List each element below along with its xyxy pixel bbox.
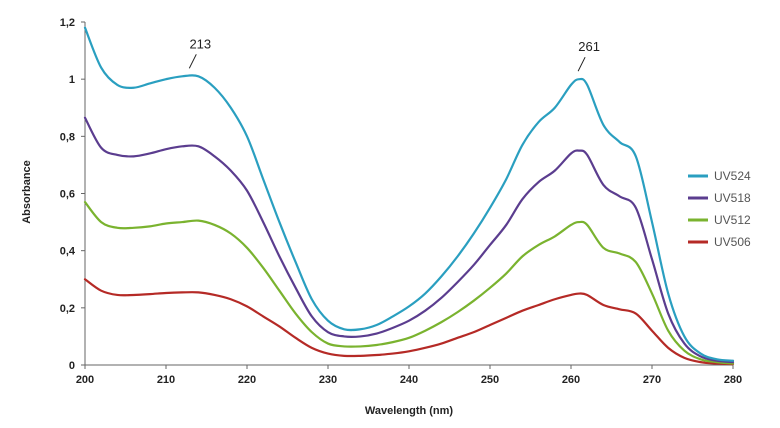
x-tick-label: 250 bbox=[481, 374, 499, 386]
x-tick-label: 200 bbox=[76, 374, 94, 386]
legend: UV524 UV518 UV512 UV506 bbox=[688, 169, 751, 249]
x-axis-title: Wavelength (nm) bbox=[365, 405, 454, 417]
peak-annotation-label: 261 bbox=[578, 39, 600, 54]
series-line-uv524 bbox=[83, 26, 735, 362]
x-tick-label: 220 bbox=[238, 374, 256, 386]
peak-annotations: 213 261 bbox=[188, 36, 600, 72]
legend-label-uv506: UV506 bbox=[714, 235, 751, 249]
y-tick-label: 0 bbox=[69, 360, 75, 372]
series-line-uv506 bbox=[83, 278, 735, 366]
y-tick-label: 0,2 bbox=[60, 303, 75, 315]
legend-label-uv518: UV518 bbox=[714, 191, 751, 205]
x-tick-label: 240 bbox=[400, 374, 418, 386]
y-axis-title: Absorbance bbox=[21, 160, 33, 224]
series-line-uv518 bbox=[83, 116, 735, 364]
series-lines bbox=[83, 26, 735, 366]
series-line-uv512 bbox=[83, 200, 735, 365]
annotation-leader-line bbox=[188, 54, 197, 69]
legend-label-uv524: UV524 bbox=[714, 169, 751, 183]
x-tick-label: 280 bbox=[724, 374, 742, 386]
x-tick-label: 210 bbox=[157, 374, 175, 386]
y-tick-label: 1,2 bbox=[60, 17, 75, 29]
y-tick-label: 1 bbox=[69, 74, 75, 86]
peak-annotation-label: 213 bbox=[189, 36, 211, 51]
annotation-leader-line bbox=[577, 56, 586, 72]
y-tick-label: 0,4 bbox=[60, 246, 76, 258]
y-tick-label: 0,6 bbox=[60, 189, 75, 201]
legend-label-uv512: UV512 bbox=[714, 213, 751, 227]
y-ticks: 0 0,2 0,4 0,6 0,8 1 1,2 bbox=[60, 17, 85, 372]
y-tick-label: 0,8 bbox=[60, 131, 75, 143]
x-tick-label: 270 bbox=[643, 374, 661, 386]
x-tick-label: 260 bbox=[562, 374, 580, 386]
x-ticks: 200 210 220 230 240 250 260 270 280 bbox=[76, 365, 742, 386]
x-tick-label: 230 bbox=[319, 374, 337, 386]
